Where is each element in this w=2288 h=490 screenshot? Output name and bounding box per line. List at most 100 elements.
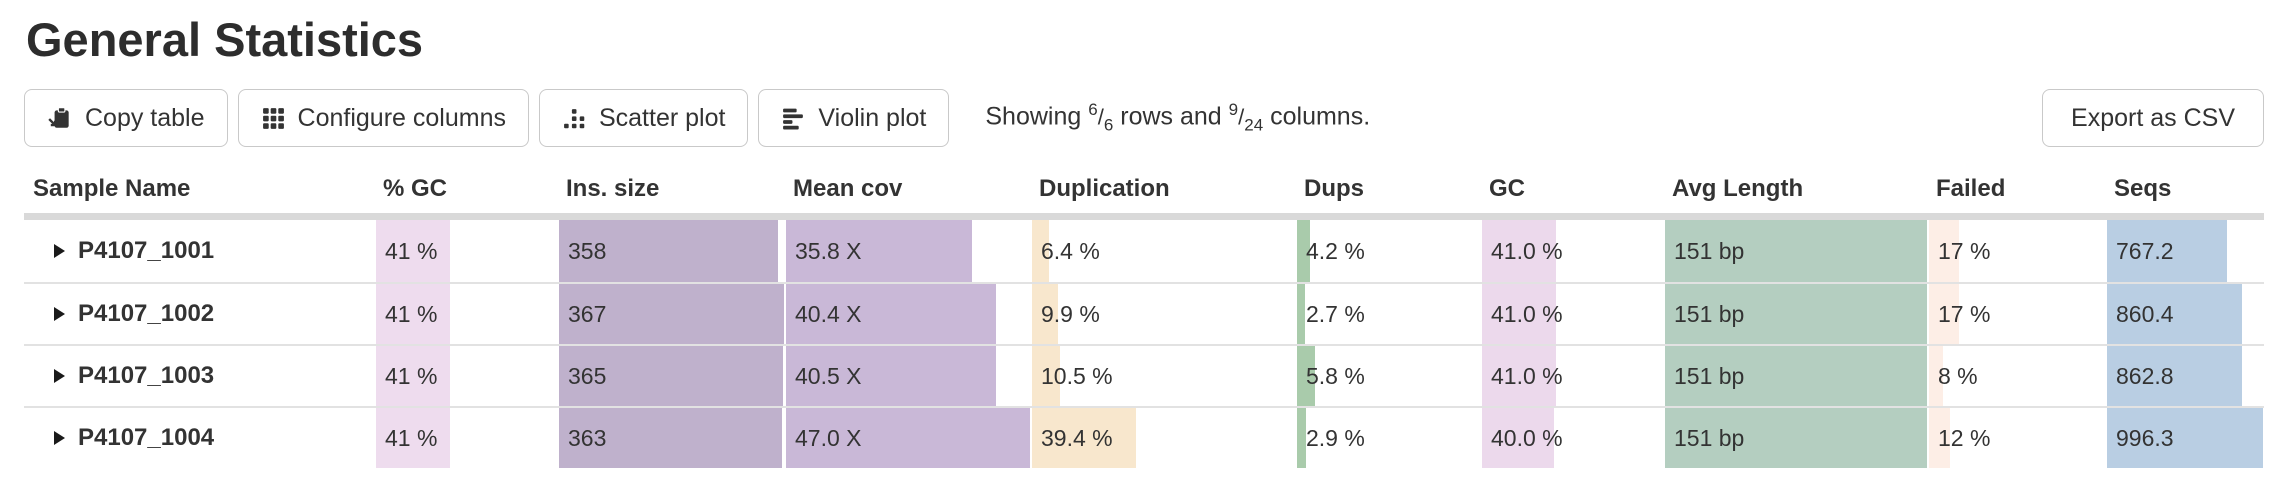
column-header-seqs[interactable]: Seqs	[2114, 175, 2172, 202]
cell-avg_length: 151 bp	[1663, 284, 1927, 344]
sample-name-cell[interactable]: P4107_1003	[24, 346, 374, 406]
column-header-duplication[interactable]: Duplication	[1039, 175, 1170, 202]
cell-failed: 12 %	[1927, 408, 2105, 468]
cell-mean_cov: 40.4 X	[784, 284, 1030, 344]
cell-pct_gc: 41 %	[374, 346, 557, 406]
cols-total: 24	[1244, 115, 1264, 135]
scatter-dots-icon	[562, 106, 587, 131]
cell-avg_length: 151 bp	[1663, 408, 1927, 468]
sample-name-label: P4107_1001	[78, 237, 215, 264]
cell-seqs: 767.2	[2105, 220, 2264, 282]
cell-ins_size: 367	[557, 284, 784, 344]
cell-dups: 4.2 %	[1295, 220, 1480, 282]
cell-bar	[2107, 346, 2243, 406]
cell-bar	[1482, 284, 1557, 344]
violin-plot-label: Violin plot	[818, 103, 927, 132]
page-title: General Statistics	[26, 13, 424, 66]
grid-icon	[261, 106, 286, 131]
cell-avg_length: 151 bp	[1663, 220, 1927, 282]
copy-table-button[interactable]: Copy table	[24, 89, 228, 147]
header-divider	[24, 213, 2264, 220]
cell-value: 367	[568, 300, 607, 327]
cell-bar	[1032, 284, 1059, 344]
cell-duplication: 9.9 %	[1030, 284, 1295, 344]
cell-bar	[1929, 346, 1944, 406]
table-row: P4107_1001 41 % 358 35.8 X 6.4 % 4.2 % 41.0 % 1…	[24, 220, 2264, 282]
cell-value: 17 %	[1938, 300, 1991, 327]
sample-name-cell[interactable]: P4107_1002	[24, 284, 374, 344]
column-header-pct_gc[interactable]: % GC	[383, 175, 448, 202]
copy-table-label: Copy table	[85, 103, 205, 132]
cell-avg_length: 151 bp	[1663, 346, 1927, 406]
cell-bar	[1929, 284, 1959, 344]
export-csv-label: Export as CSV	[2071, 103, 2235, 132]
cell-gc: 41.0 %	[1480, 284, 1663, 344]
cell-value: 41 %	[385, 362, 438, 389]
cell-value: 40.5 X	[795, 362, 862, 389]
cell-ins_size: 363	[557, 408, 784, 468]
cell-bar	[1482, 408, 1555, 468]
column-header-avg_length[interactable]: Avg Length	[1672, 175, 1804, 202]
cell-bar	[1929, 408, 1951, 468]
cell-value: 996.3	[2116, 424, 2174, 451]
cell-bar	[786, 346, 997, 406]
column-header-mean_cov[interactable]: Mean cov	[793, 175, 903, 202]
cell-bar	[376, 220, 451, 282]
cell-bar	[559, 346, 783, 406]
cell-value: 41.0 %	[1491, 237, 1563, 264]
cell-value: 860.4	[2116, 300, 2174, 327]
rows-shown: 6	[1088, 100, 1098, 120]
table-row: P4107_1003 41 % 365 40.5 X 10.5 % 5.8 % 41.0 %…	[24, 344, 2264, 406]
cell-gc: 41.0 %	[1480, 346, 1663, 406]
column-header-sample[interactable]: Sample Name	[33, 175, 191, 202]
cell-value: 151 bp	[1674, 362, 1745, 389]
cell-dups: 2.7 %	[1295, 284, 1480, 344]
cell-bar	[559, 284, 784, 344]
expand-triangle-icon[interactable]	[54, 244, 65, 258]
cell-bar	[1929, 220, 1959, 282]
cell-dups: 5.8 %	[1295, 346, 1480, 406]
cell-bar	[1297, 346, 1315, 406]
cell-gc: 40.0 %	[1480, 408, 1663, 468]
cell-value: 862.8	[2116, 362, 2174, 389]
cell-value: 41 %	[385, 237, 438, 264]
clipboard-copy-icon	[47, 105, 73, 131]
cell-bar	[1297, 220, 1310, 282]
cell-value: 41.0 %	[1491, 362, 1563, 389]
cell-bar	[376, 408, 451, 468]
cell-duplication: 6.4 %	[1030, 220, 1295, 282]
scatter-plot-button[interactable]: Scatter plot	[538, 89, 749, 147]
configure-columns-label: Configure columns	[297, 103, 506, 132]
scatter-plot-label: Scatter plot	[598, 103, 726, 132]
cell-bar	[786, 220, 972, 282]
cell-value: 151 bp	[1674, 237, 1745, 264]
cell-value: 358	[568, 237, 607, 264]
configure-columns-button[interactable]: Configure columns	[237, 89, 529, 147]
rows-total: 6	[1103, 115, 1114, 135]
expand-triangle-icon[interactable]	[54, 431, 65, 445]
column-header-gc[interactable]: GC	[1489, 175, 1525, 202]
cell-value: 40.4 X	[795, 300, 862, 327]
cell-value: 17 %	[1938, 237, 1991, 264]
cols-shown: 9	[1228, 100, 1239, 120]
violin-plot-button[interactable]: Violin plot	[758, 89, 950, 147]
cell-bar	[1297, 408, 1306, 468]
cell-bar	[1032, 346, 1060, 406]
cell-value: 39.4 %	[1041, 424, 1113, 451]
column-header-dups[interactable]: Dups	[1304, 175, 1364, 202]
cell-pct_gc: 41 %	[374, 408, 557, 468]
cell-bar	[1665, 220, 1927, 282]
column-header-failed[interactable]: Failed	[1936, 175, 2006, 202]
export-csv-button[interactable]: Export as CSV	[2042, 89, 2264, 147]
sample-name-cell[interactable]: P4107_1001	[24, 220, 374, 282]
expand-triangle-icon[interactable]	[54, 307, 65, 321]
cell-value: 151 bp	[1674, 300, 1745, 327]
cell-ins_size: 358	[557, 220, 784, 282]
cell-bar	[1665, 346, 1927, 406]
cell-bar	[786, 284, 996, 344]
column-header-ins_size[interactable]: Ins. size	[566, 175, 660, 202]
cell-duplication: 10.5 %	[1030, 346, 1295, 406]
expand-triangle-icon[interactable]	[54, 369, 65, 383]
sample-name-cell[interactable]: P4107_1004	[24, 408, 374, 468]
cell-value: 47.0 X	[795, 424, 862, 451]
